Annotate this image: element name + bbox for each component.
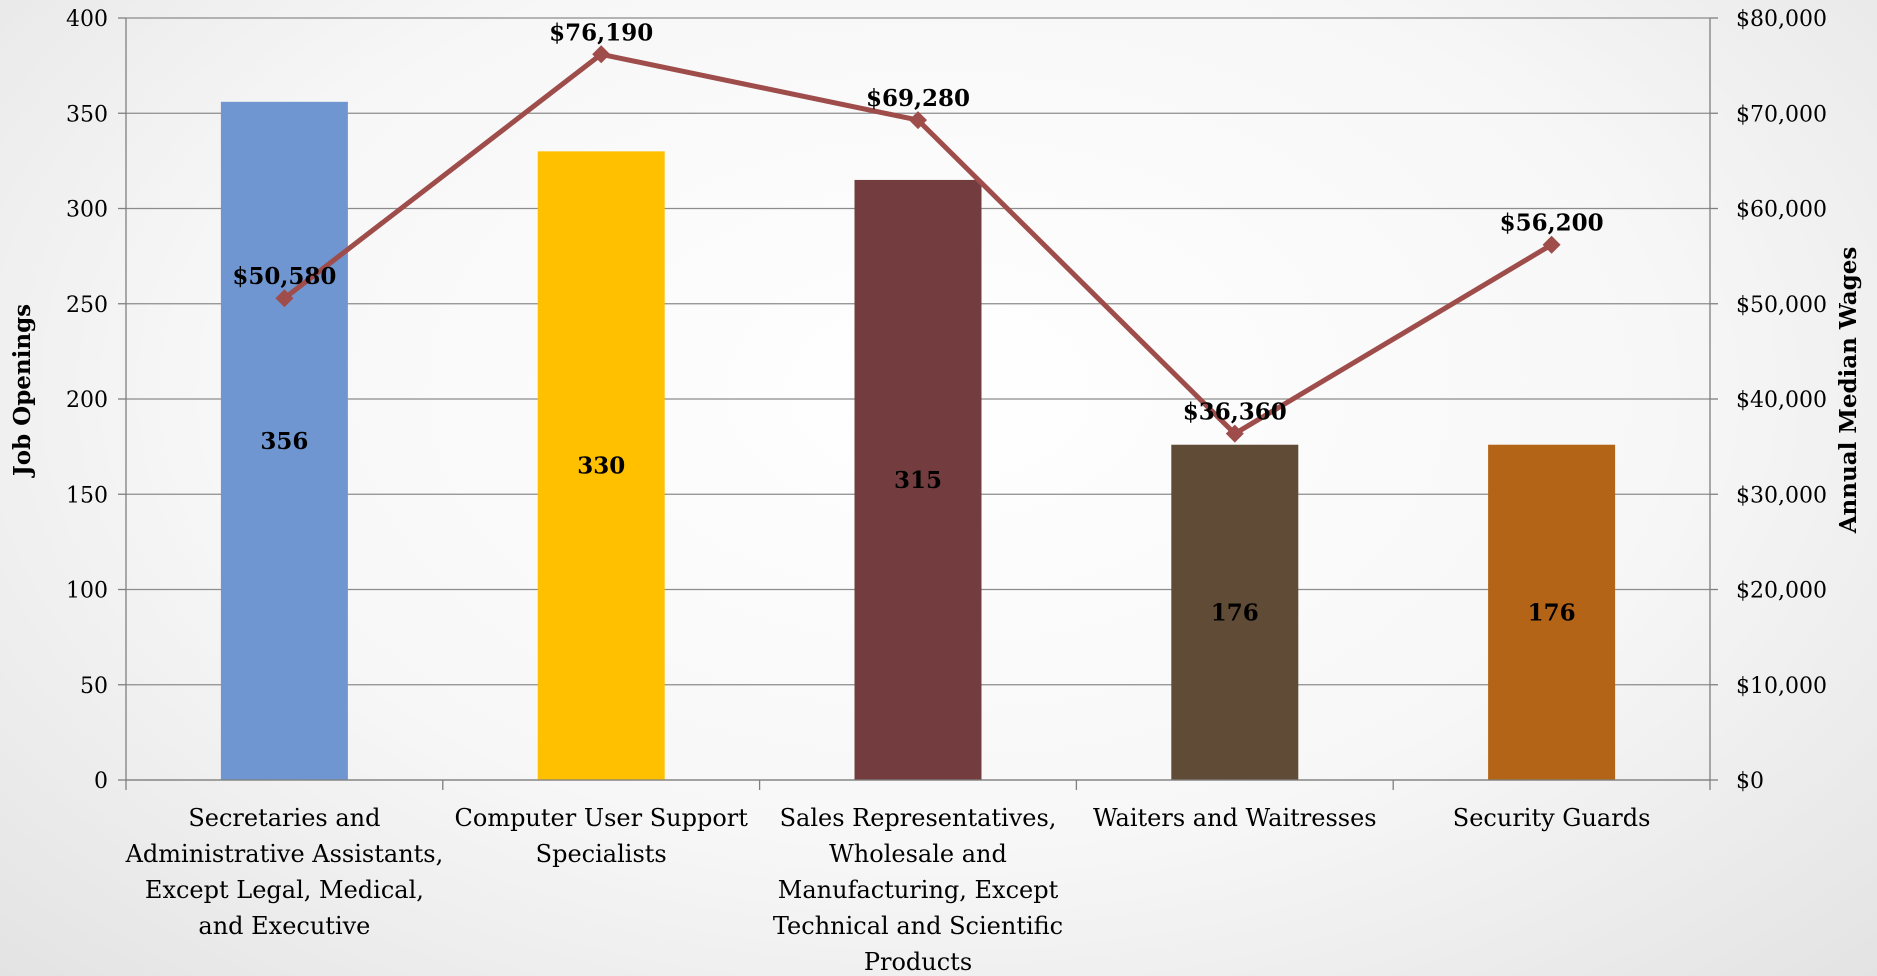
- bar-value-label: 315: [894, 467, 942, 494]
- category-label-line: Secretaries and: [188, 804, 380, 832]
- y2-tick-label: $10,000: [1736, 674, 1827, 699]
- y2-tick-label: $70,000: [1736, 102, 1827, 127]
- y2-tick-label: $30,000: [1736, 483, 1827, 508]
- y-tick-label: 0: [94, 769, 108, 794]
- category-label-line: Security Guards: [1453, 804, 1651, 832]
- y-tick-label: 400: [66, 7, 108, 32]
- bar: [537, 151, 665, 781]
- wage-line-series: [275, 45, 1561, 443]
- bar: [854, 179, 982, 781]
- y2-tick-label: $0: [1736, 769, 1764, 794]
- y2-axis-title: Annual Median Wages: [1835, 247, 1862, 535]
- category-label-line: Administrative Assistants,: [125, 840, 444, 868]
- bar: [220, 101, 348, 780]
- bar-value-label: 176: [1528, 599, 1576, 626]
- wage-value-label: $76,190: [549, 19, 653, 46]
- category-label: Waiters and Waitresses: [1093, 804, 1377, 832]
- wage-point: [909, 111, 927, 130]
- category-label-line: Products: [864, 948, 972, 976]
- category-label-line: Computer User Support: [455, 804, 749, 832]
- category-label-line: Waiters and Waitresses: [1093, 804, 1377, 832]
- wage-point: [275, 289, 294, 308]
- y2-tick-label: $40,000: [1736, 388, 1827, 413]
- y2-tick-label: $60,000: [1736, 198, 1827, 223]
- bar: [1171, 444, 1299, 780]
- category-label-line: Technical and Scientific: [773, 912, 1063, 940]
- y-tick-label: 200: [66, 388, 108, 413]
- category-label-line: and Executive: [198, 912, 370, 940]
- bar-value-label: 356: [260, 428, 308, 455]
- y2-tick-label: $50,000: [1736, 293, 1827, 318]
- data-labels: 356 330 315 176 176 $50,580 $76,190 $69,280 $36,…: [232, 19, 1603, 626]
- wage-point: [1225, 424, 1244, 443]
- category-label: Security Guards: [1453, 804, 1651, 832]
- wage-value-label: $69,280: [866, 85, 970, 112]
- category-label-line: Specialists: [536, 840, 667, 868]
- wage-point: [592, 45, 611, 64]
- y-axis-title: Job Openings: [9, 304, 36, 478]
- bar-value-label: 330: [577, 453, 625, 480]
- y2-tick-label: $80,000: [1736, 7, 1827, 32]
- bar: [1488, 444, 1616, 780]
- y-tick-label: 250: [66, 293, 108, 318]
- wage-value-label: $56,200: [1500, 210, 1604, 237]
- bar-series: [220, 101, 1616, 781]
- y-tick-label: 150: [66, 483, 108, 508]
- axes: 0 $0 50 $10,000 100 $20,000 150 $30,000 200 $40,0…: [66, 7, 1827, 794]
- category-label: Computer User Support Specialists: [455, 804, 749, 868]
- category-label-line: Wholesale and: [829, 840, 1007, 868]
- y-tick-label: 50: [80, 674, 108, 699]
- wage-point: [1542, 235, 1561, 254]
- y-tick-label: 300: [66, 198, 108, 223]
- bar-value-label: 176: [1211, 599, 1259, 626]
- category-labels: Secretaries and Administrative Assistants…: [125, 804, 1651, 976]
- category-label-line: Except Legal, Medical,: [145, 876, 424, 904]
- wage-value-label: $50,580: [232, 263, 336, 290]
- y2-tick-label: $20,000: [1736, 579, 1827, 604]
- wage-value-label: $36,360: [1183, 399, 1287, 426]
- category-label-line: Manufacturing, Except: [778, 876, 1059, 904]
- y-tick-label: 100: [66, 579, 108, 604]
- category-label: Sales Representatives, Wholesale and Manuf…: [773, 804, 1063, 976]
- category-label: Secretaries and Administrative Assistants…: [125, 804, 444, 940]
- category-label-line: Sales Representatives,: [780, 804, 1057, 832]
- y-tick-label: 350: [66, 102, 108, 127]
